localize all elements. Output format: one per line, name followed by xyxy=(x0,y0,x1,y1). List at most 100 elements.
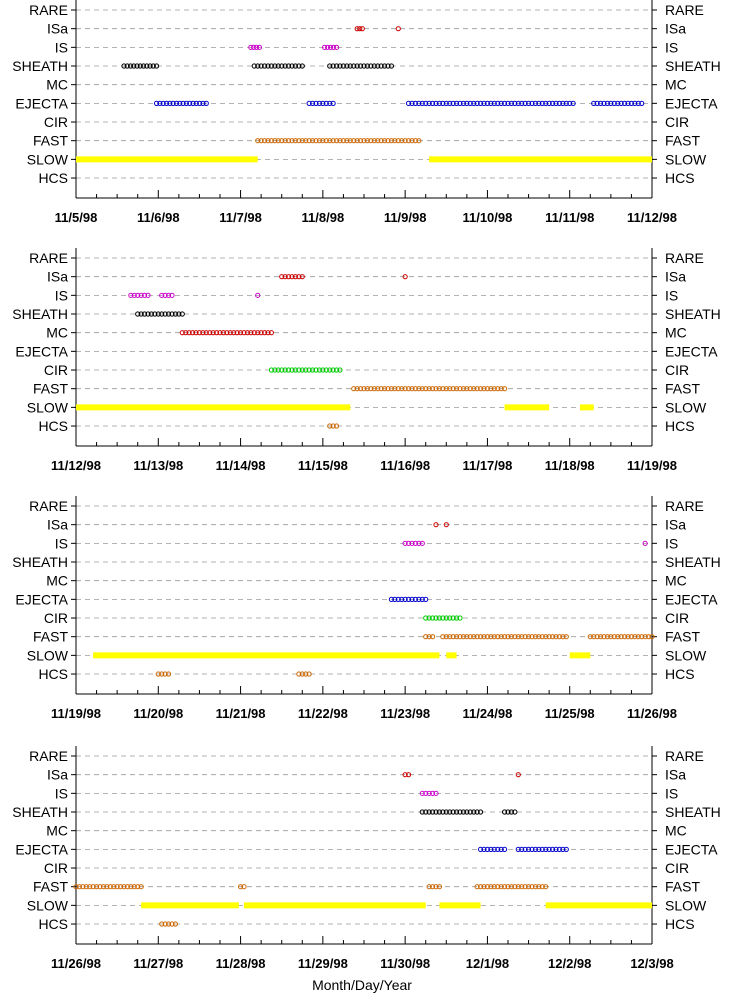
data-point xyxy=(464,809,470,815)
data-point xyxy=(409,596,415,602)
data-point xyxy=(179,330,185,336)
x-tick-label: 11/17/98 xyxy=(462,458,512,473)
category-label-right-rare: RARE xyxy=(665,250,704,266)
x-tick-label: 11/7/98 xyxy=(219,210,262,225)
data-point xyxy=(549,100,556,106)
data-point xyxy=(543,634,549,640)
data-point xyxy=(361,138,367,144)
data-point xyxy=(165,671,172,677)
data-point xyxy=(594,100,600,106)
data-point xyxy=(324,44,331,50)
data-point xyxy=(354,138,360,144)
data-point xyxy=(313,367,319,373)
data-point xyxy=(316,367,323,373)
data-point xyxy=(501,634,508,640)
data-point xyxy=(433,809,439,815)
x-tick-label: 11/19/98 xyxy=(627,458,677,473)
data-point xyxy=(152,311,158,317)
data-point xyxy=(491,884,497,890)
data-point xyxy=(309,367,316,373)
data-point xyxy=(265,63,271,69)
data-point xyxy=(327,138,333,144)
data-point xyxy=(167,100,173,106)
data-point xyxy=(471,809,477,815)
data-point xyxy=(135,311,141,317)
data-point xyxy=(153,100,160,106)
data-point xyxy=(351,138,357,144)
data-point xyxy=(237,330,244,336)
data-point xyxy=(292,63,299,69)
data-point xyxy=(460,100,467,106)
data-point xyxy=(381,386,388,392)
x-tick-label: 11/24/98 xyxy=(462,706,512,721)
x-tick-label: 11/29/98 xyxy=(298,956,348,971)
data-point xyxy=(522,100,528,106)
interval-slow-15 xyxy=(545,902,652,909)
data-point xyxy=(402,386,408,392)
data-point xyxy=(505,884,511,890)
data-point xyxy=(333,138,340,144)
data-point xyxy=(539,884,545,890)
data-point xyxy=(433,386,439,392)
data-point xyxy=(464,100,470,106)
data-point xyxy=(423,634,429,640)
interval-is-3 xyxy=(248,44,263,50)
data-point xyxy=(505,809,511,815)
data-point xyxy=(508,634,515,640)
data-point xyxy=(241,884,247,890)
interval-isa-1 xyxy=(433,522,439,528)
data-point xyxy=(323,138,329,144)
category-label-left-ejecta: EJECTA xyxy=(15,841,68,857)
data-point xyxy=(172,311,179,317)
interval-fast-11 xyxy=(474,884,549,890)
panel-1: RARE RARE ISa ISa IS IS SHEATH SHEATH MC MC EJECTA… xyxy=(12,0,721,225)
data-point xyxy=(279,367,285,373)
data-point xyxy=(560,846,566,852)
data-point xyxy=(529,100,535,106)
x-tick-label: 11/13/98 xyxy=(133,458,183,473)
category-label-left-slow: SLOW xyxy=(27,647,69,663)
data-point xyxy=(495,634,501,640)
data-point xyxy=(594,634,600,640)
interval-slow-10 xyxy=(76,404,351,411)
interval-fast-10 xyxy=(426,884,443,890)
data-point xyxy=(512,634,518,640)
panel-3: RARE RARE ISa ISa IS IS SHEATH SHEATH MC MC EJECTA… xyxy=(12,496,721,721)
category-label-left-is: IS xyxy=(55,535,68,551)
data-point xyxy=(227,330,233,336)
data-point xyxy=(141,292,148,298)
category-label-right-sheath: SHEATH xyxy=(665,554,721,570)
data-point xyxy=(296,367,302,373)
data-point xyxy=(508,884,515,890)
data-point xyxy=(361,386,367,392)
data-point xyxy=(327,44,334,50)
data-point xyxy=(303,671,309,677)
category-label-right-isa: ISa xyxy=(665,517,686,533)
interval-ejecta-7 xyxy=(515,846,569,852)
data-point xyxy=(546,846,552,852)
category-label-right-ejecta: EJECTA xyxy=(665,841,718,857)
data-point xyxy=(474,100,480,106)
data-point xyxy=(467,100,473,106)
data-point xyxy=(447,100,453,106)
interval-sheath-5 xyxy=(121,63,160,69)
data-point xyxy=(429,809,436,815)
data-point xyxy=(423,615,429,621)
data-point xyxy=(330,423,336,429)
data-point xyxy=(453,634,460,640)
data-point xyxy=(340,138,347,144)
x-tick-label: 11/23/98 xyxy=(380,706,430,721)
data-point xyxy=(457,100,463,106)
data-point xyxy=(635,634,641,640)
data-point xyxy=(591,100,597,106)
data-point xyxy=(429,884,436,890)
data-point xyxy=(423,100,429,106)
x-tick-label: 11/11/98 xyxy=(545,210,594,225)
category-label-right-fast: FAST xyxy=(665,381,700,397)
data-point xyxy=(474,884,480,890)
data-point xyxy=(525,846,532,852)
interval-hcs-16 xyxy=(159,921,179,927)
data-point xyxy=(299,367,305,373)
data-point xyxy=(436,809,443,815)
data-point xyxy=(340,63,347,69)
